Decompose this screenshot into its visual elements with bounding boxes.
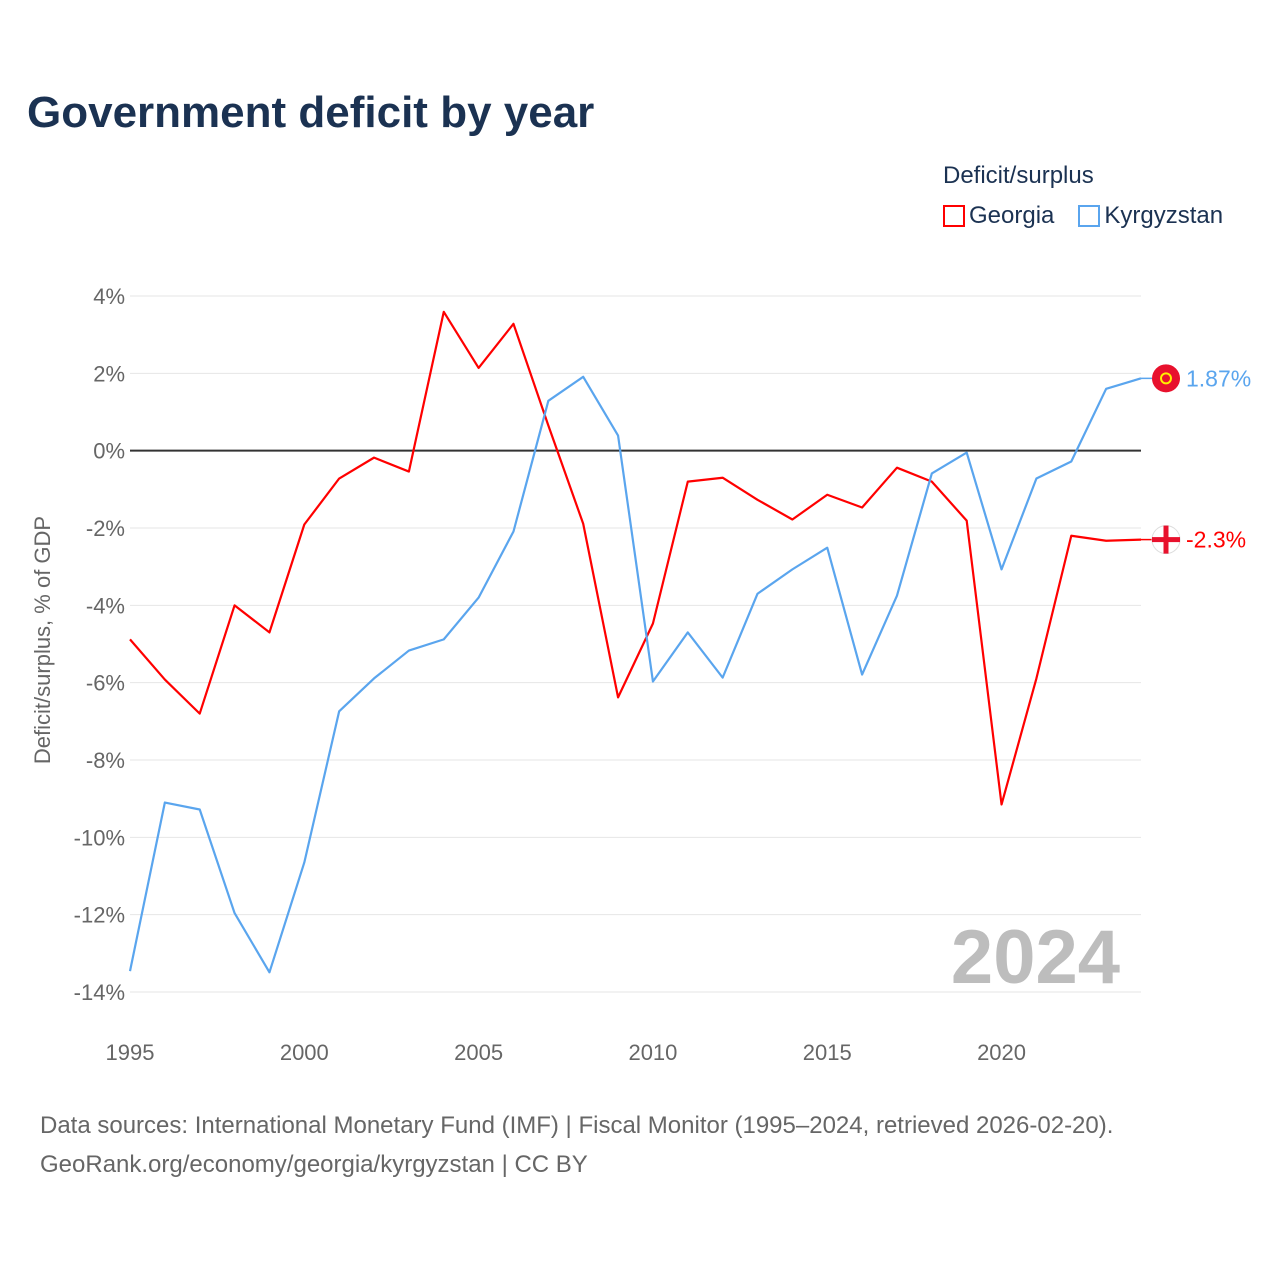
y-tick-label: -10% xyxy=(74,825,125,850)
y-tick-label: 0% xyxy=(93,439,125,464)
kyrgyzstan-flag-icon xyxy=(1152,364,1180,393)
y-tick-label: -4% xyxy=(86,593,125,618)
source-note: Data sources: International Monetary Fun… xyxy=(40,1106,1113,1184)
legend-swatch-kyrgyzstan xyxy=(1078,205,1101,227)
chart-title: Government deficit by year xyxy=(27,88,595,137)
y-tick-label: -2% xyxy=(86,516,125,541)
y-axis-label: Deficit/surplus, % of GDP xyxy=(30,516,55,764)
x-tick-label: 1995 xyxy=(106,1040,155,1065)
end-label-georgia: -2.3% xyxy=(1186,527,1246,553)
x-tick-label: 2010 xyxy=(628,1040,677,1065)
legend-swatch-georgia xyxy=(943,205,965,227)
source-line-1: Data sources: International Monetary Fun… xyxy=(40,1112,1114,1139)
y-tick-label: 4% xyxy=(93,284,125,309)
x-tick-label: 2000 xyxy=(280,1040,329,1065)
end-label-kyrgyzstan: 1.87% xyxy=(1186,365,1251,391)
x-tick-label: 2015 xyxy=(803,1040,852,1065)
source-line-2: GeoRank.org/economy/georgia/kyrgyzstan |… xyxy=(40,1151,588,1178)
x-tick-label: 2020 xyxy=(977,1040,1026,1065)
legend-title: Deficit/surplus xyxy=(943,162,1094,189)
y-tick-label: -14% xyxy=(74,980,125,1005)
legend-item-kyrgyzstan[interactable]: Kyrgyzstan xyxy=(1078,202,1223,230)
y-tick-label: 2% xyxy=(93,361,125,386)
georgia-flag-cross-v xyxy=(1163,525,1169,554)
legend-label-kyrgyzstan: Kyrgyzstan xyxy=(1104,202,1224,229)
year-watermark: 2024 xyxy=(951,915,1120,1000)
series-line-georgia xyxy=(129,310,1142,806)
legend: Deficit/surplus Georgia Kyrgyzstan xyxy=(943,162,1241,230)
x-tick-label: 2005 xyxy=(454,1040,503,1065)
kyrgyzstan-flag-sun xyxy=(1160,372,1172,385)
y-tick-label: -12% xyxy=(74,903,125,928)
y-tick-label: -8% xyxy=(86,748,125,773)
y-tick-label: -6% xyxy=(86,671,125,696)
series-line-kyrgyzstan xyxy=(128,375,1142,974)
legend-item-georgia[interactable]: Georgia xyxy=(943,202,1054,230)
legend-label-georgia: Georgia xyxy=(969,202,1055,229)
